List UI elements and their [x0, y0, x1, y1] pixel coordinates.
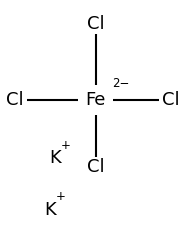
Text: Fe: Fe [86, 91, 106, 109]
Text: Cl: Cl [162, 91, 180, 109]
Text: 2−: 2− [113, 77, 130, 90]
Text: Cl: Cl [87, 15, 105, 33]
Text: +: + [61, 139, 71, 152]
Text: K: K [44, 201, 56, 218]
Text: K: K [49, 149, 61, 167]
Text: +: + [55, 190, 65, 203]
Text: Cl: Cl [6, 91, 24, 109]
Text: Cl: Cl [87, 158, 105, 176]
